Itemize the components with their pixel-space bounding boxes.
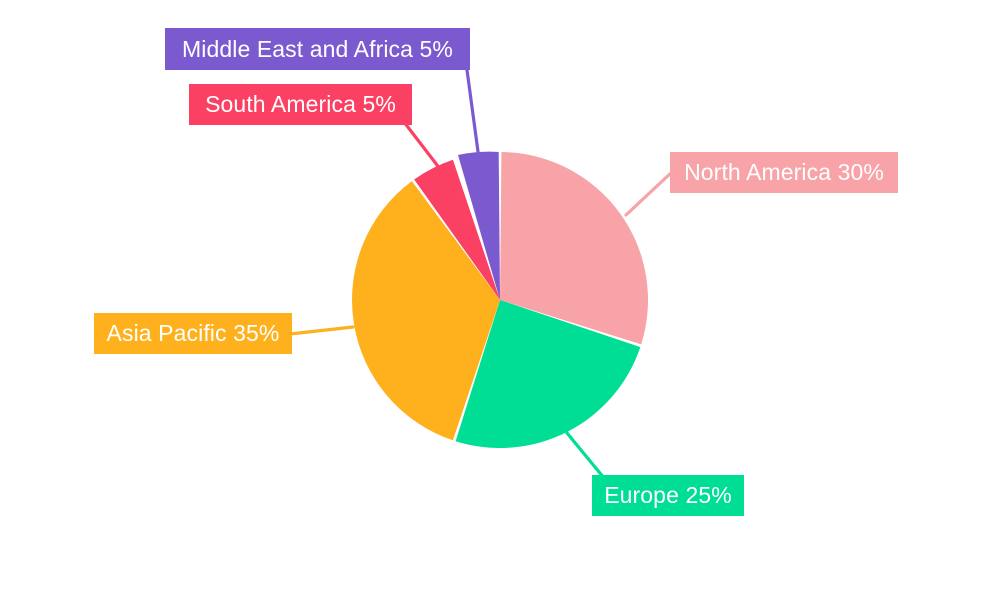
pie-slices [352, 151, 648, 449]
pie-label-north-america[interactable]: North America 30% [670, 152, 898, 193]
connector-line-middle-east-africa [465, 68, 481, 161]
pie-slice-europe[interactable] [455, 300, 641, 449]
pie-slice-north-america[interactable] [500, 152, 648, 345]
pie-slice-middle-east-africa[interactable] [458, 151, 500, 300]
connector-line-north-america [624, 170, 674, 217]
pie-slice-south-america[interactable] [414, 159, 500, 300]
pie-label-middle-east-africa[interactable]: Middle East and Africa 5% [165, 28, 470, 70]
pie-label-europe[interactable]: Europe 25% [592, 475, 744, 516]
pie-slice-asia-pacific[interactable] [352, 181, 500, 441]
connector-line-europe [565, 431, 606, 480]
pie-label-asia-pacific[interactable]: Asia Pacific 35% [94, 313, 292, 354]
connector-line-asia-pacific [288, 325, 355, 336]
pie-label-south-america[interactable]: South America 5% [189, 84, 412, 125]
